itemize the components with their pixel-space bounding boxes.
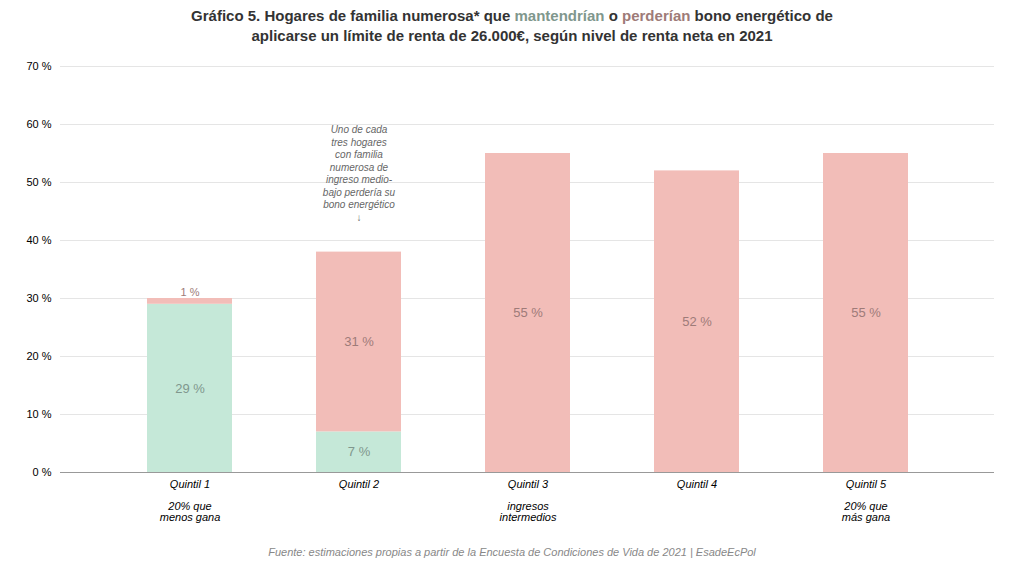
svg-text:1 %: 1 % [181,286,200,298]
svg-text:70 %: 70 % [26,60,51,72]
svg-text:Quintil 520% quemás gana: Quintil 520% quemás gana [842,478,890,523]
svg-text:Uno de cadatres hogarescon fam: Uno de cadatres hogarescon familianumero… [323,124,396,223]
svg-text:40 %: 40 % [26,234,51,246]
svg-text:7 %: 7 % [348,444,371,459]
svg-text:Quintil 2: Quintil 2 [339,478,379,490]
svg-text:55 %: 55 % [513,305,543,320]
svg-text:55 %: 55 % [851,305,881,320]
svg-text:Quintil 3ingresosintermedios: Quintil 3ingresosintermedios [500,478,557,523]
svg-text:10 %: 10 % [26,408,51,420]
html-text:Fuente: estimaciones propias a: Fuente: estimaciones propias a partir de… [268,546,756,558]
svg-text:Quintil 120% quemenos gana: Quintil 120% quemenos gana [160,478,221,523]
svg-text:29 %: 29 % [175,381,205,396]
svg-text:20 %: 20 % [26,350,51,362]
html-text:Gráfico 5. Hogares de familia: Gráfico 5. Hogares de familia numerosa* … [191,7,833,44]
svg-text:0 %: 0 % [33,466,52,478]
svg-text:52 %: 52 % [682,314,712,329]
svg-text:31 %: 31 % [344,334,374,349]
svg-text:60 %: 60 % [26,118,51,130]
svg-text:Quintil 4: Quintil 4 [677,478,717,490]
svg-text:50 %: 50 % [26,176,51,188]
svg-text:30 %: 30 % [26,292,51,304]
